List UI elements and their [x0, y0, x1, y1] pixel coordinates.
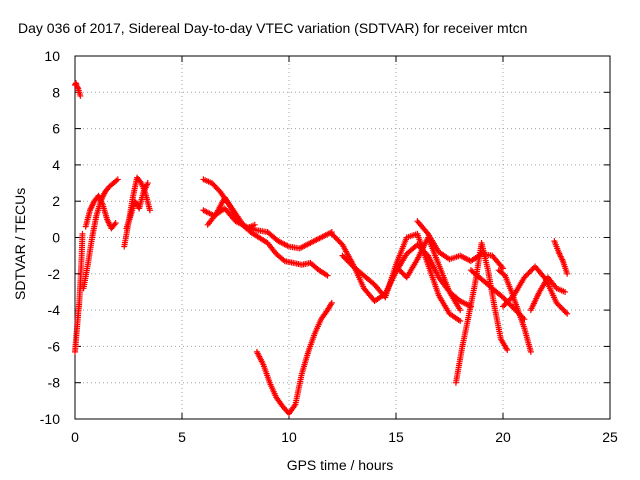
data-point-marker: [562, 288, 569, 295]
data-point-marker: [114, 176, 121, 183]
data-point-marker: [562, 309, 569, 316]
data-point-marker: [77, 92, 84, 99]
data-point-marker: [342, 255, 349, 262]
y-tick-label: -10: [40, 411, 60, 427]
data-point-marker: [339, 252, 346, 259]
data-point-marker: [508, 295, 515, 302]
y-tick-label: -2: [48, 266, 61, 282]
data-point-marker: [561, 308, 568, 315]
x-axis-label: GPS time / hours: [286, 457, 394, 473]
data-point-marker: [332, 234, 339, 241]
y-tick-label: 0: [52, 230, 60, 246]
data-point-marker: [328, 230, 335, 237]
data-point-marker: [146, 207, 153, 214]
data-point-marker: [528, 267, 535, 274]
data-point-marker: [346, 259, 353, 266]
data-point-marker: [508, 302, 515, 309]
chart-title: Day 036 of 2017, Sidereal Day-to-day VTE…: [18, 20, 528, 36]
data-point-marker: [527, 348, 534, 355]
data-points: [72, 80, 571, 417]
y-axis-label: SDTVAR / TECUs: [12, 187, 28, 300]
data-point-marker: [137, 178, 144, 185]
data-point-marker: [564, 270, 571, 277]
data-point-marker: [504, 299, 511, 306]
x-tick-label: 15: [388, 429, 404, 445]
x-tick-label: 0: [71, 429, 79, 445]
data-point-marker: [111, 221, 118, 228]
data-point-marker: [338, 240, 345, 247]
grid: [75, 56, 610, 419]
data-point-marker: [457, 317, 464, 324]
data-point-marker: [504, 347, 511, 354]
data-point-marker: [336, 239, 343, 246]
data-point-marker: [505, 298, 512, 305]
data-point-marker: [524, 271, 531, 278]
data-point-marker: [334, 236, 341, 243]
x-tick-label: 10: [281, 429, 297, 445]
x-tick-label: 5: [178, 429, 186, 445]
y-tick-label: -4: [48, 302, 61, 318]
data-point-marker: [556, 302, 563, 309]
x-tick-label: 20: [495, 429, 511, 445]
data-point-marker: [393, 263, 399, 270]
x-tick-label: 25: [602, 429, 618, 445]
y-axis-label-wrap: SDTVAR / TECUs: [6, 0, 30, 480]
data-point-marker: [564, 310, 571, 317]
y-tick-label: 6: [52, 121, 60, 137]
y-tick-label: 4: [52, 157, 60, 173]
data-point-marker: [330, 232, 337, 239]
data-point-marker: [506, 296, 513, 303]
tick-labels: 0 5 10 15 20 25 -10 -8 -6 -4 -2 0 2 4 6 8 10: [40, 48, 618, 445]
data-point-marker: [394, 264, 401, 271]
data-point-marker: [509, 293, 516, 300]
data-point-marker: [522, 273, 529, 280]
data-point-marker: [397, 267, 404, 274]
data-point-marker: [343, 256, 350, 263]
data-point-marker: [502, 300, 509, 307]
data-point-marker: [144, 180, 151, 187]
data-point-marker: [112, 219, 119, 226]
data-point-marker: [395, 266, 402, 273]
y-tick-label: 8: [52, 84, 60, 100]
y-tick-label: -6: [48, 338, 61, 354]
data-point-marker: [347, 260, 354, 267]
data-point-marker: [553, 299, 560, 306]
data-point-marker: [331, 233, 338, 240]
data-point-marker: [335, 237, 342, 244]
data-point-marker: [500, 265, 506, 272]
ticks: [74, 55, 611, 420]
data-point-marker: [557, 303, 564, 310]
y-tick-label: 2: [52, 193, 60, 209]
data-point-marker: [324, 272, 331, 279]
data-point-marker: [398, 268, 405, 275]
y-tick-label: 10: [44, 48, 60, 64]
data-point-marker: [521, 274, 528, 281]
data-point-marker: [457, 307, 464, 314]
data-point-marker: [560, 306, 567, 313]
data-point-marker: [558, 305, 565, 312]
data-point-marker: [340, 254, 347, 261]
data-point-marker: [500, 294, 506, 301]
data-point-marker: [500, 303, 506, 310]
data-point-marker: [554, 301, 561, 308]
data-point-marker: [501, 295, 508, 302]
data-point-marker: [328, 299, 335, 306]
data-point-marker: [344, 258, 351, 265]
data-point-marker: [399, 270, 406, 277]
data-point-marker: [529, 266, 536, 273]
data-point-marker: [79, 230, 86, 237]
data-point-marker: [526, 268, 533, 275]
data-point-marker: [501, 302, 508, 309]
y-tick-label: -8: [48, 375, 61, 391]
data-point-marker: [525, 270, 532, 277]
